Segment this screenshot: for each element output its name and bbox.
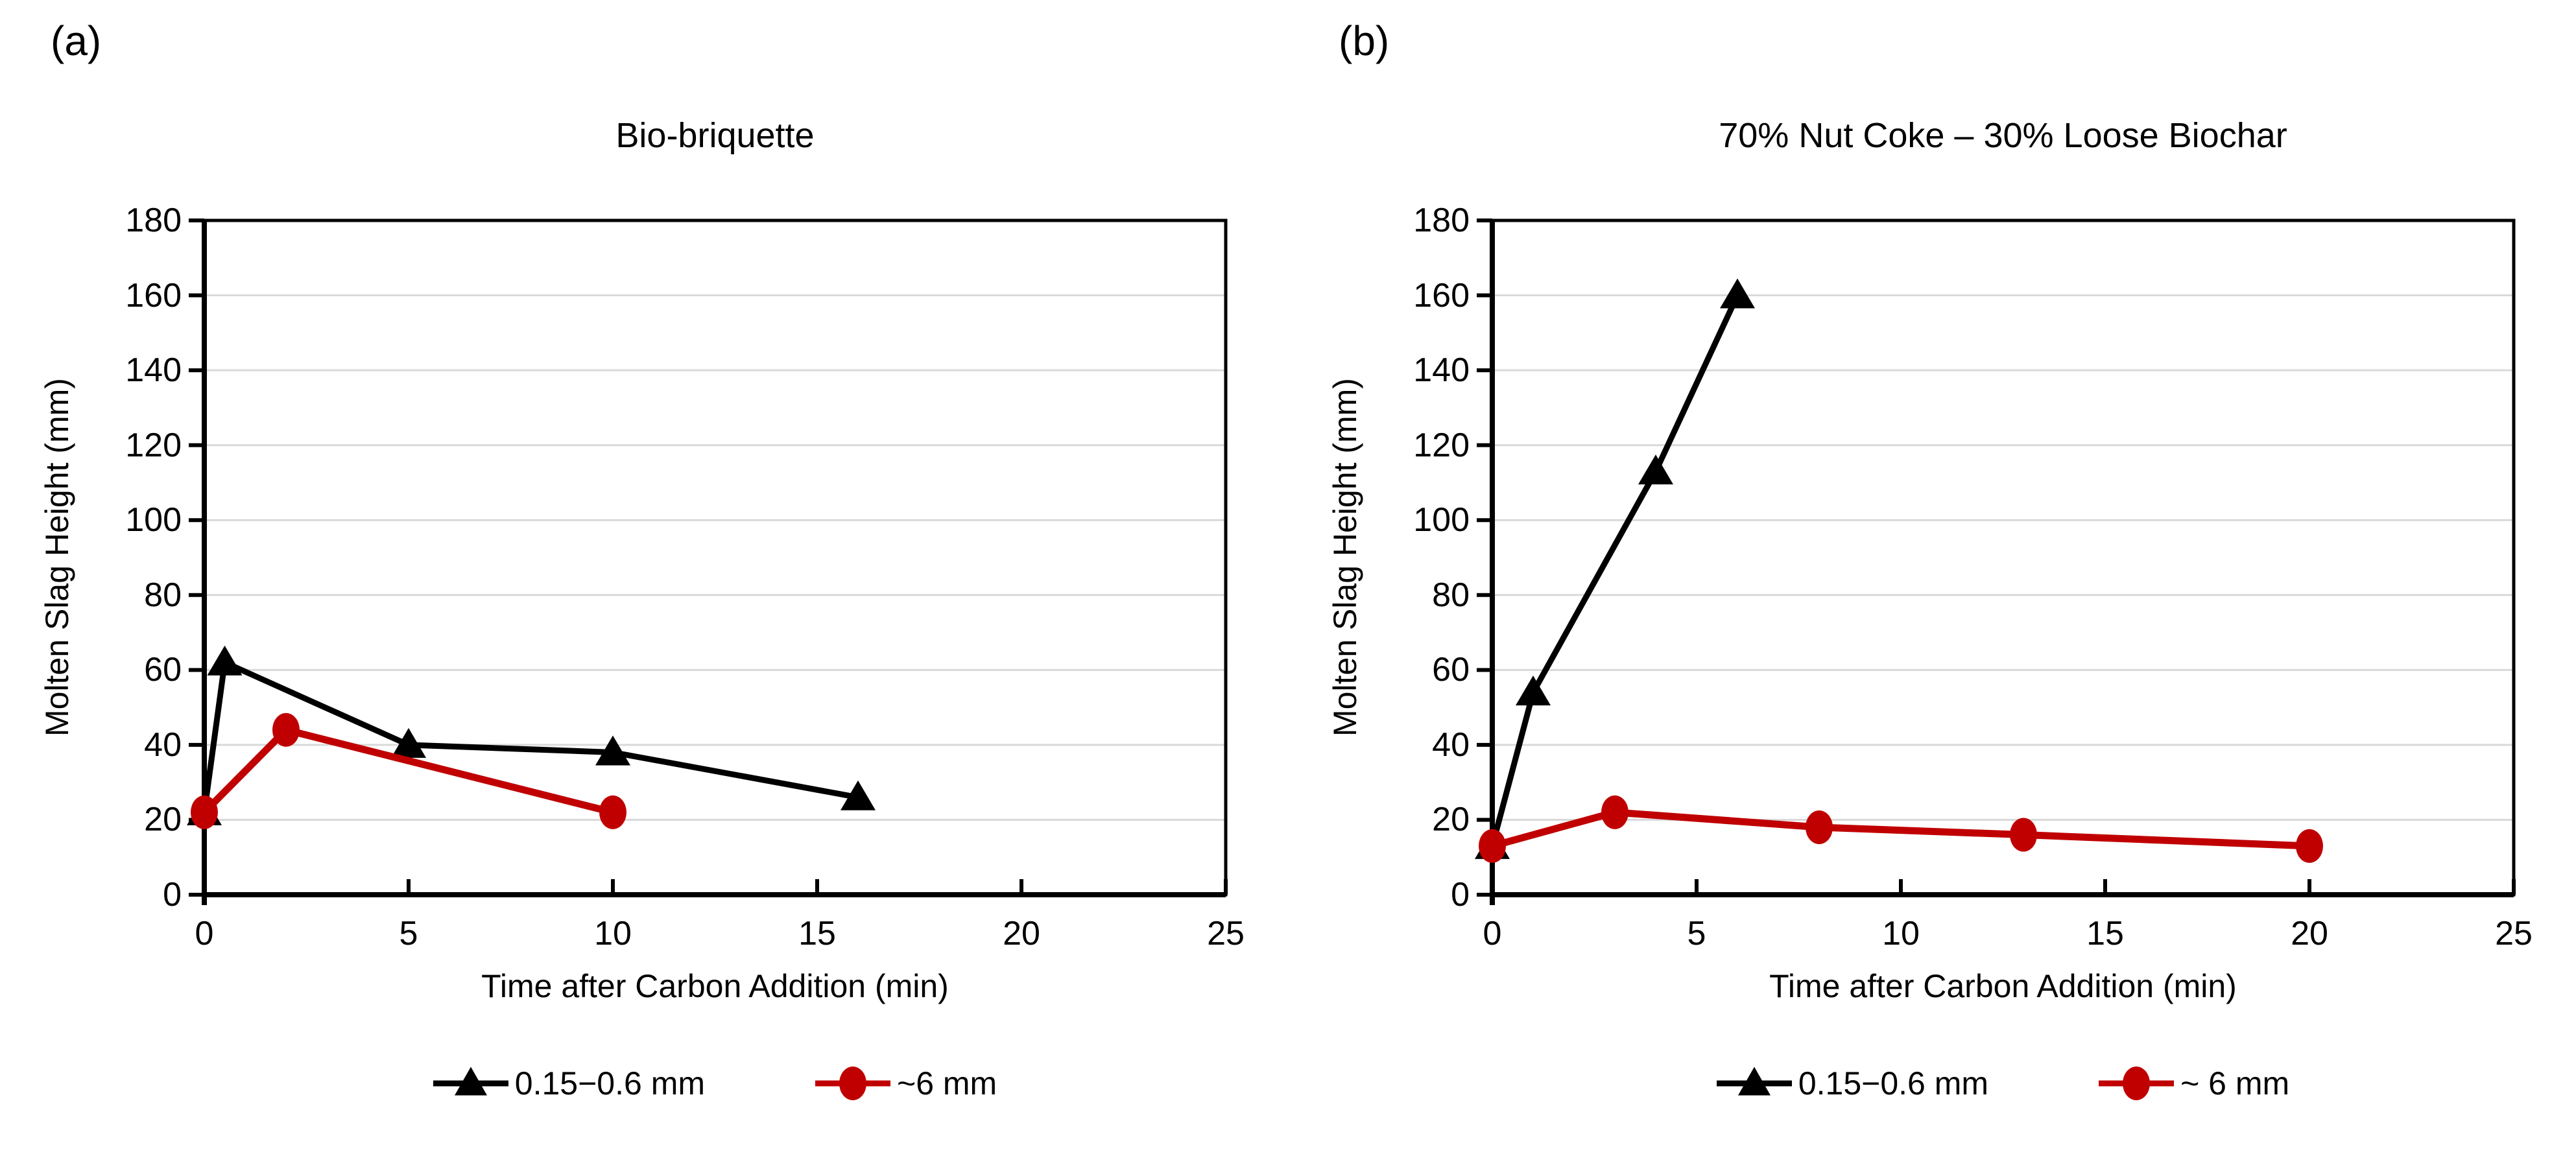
chart-title-b: 70% Nut Coke – 30% Loose Biochar	[1719, 116, 2287, 155]
x-axis-label-a: Time after Carbon Addition (min)	[481, 968, 949, 1004]
y-tick-label: 160	[125, 276, 182, 314]
data-point-marker	[1516, 676, 1551, 705]
data-point-marker	[207, 645, 243, 676]
plot-area-b: 0 20 40 60 80 100 120 140 160 180 0 5 10 15 20 25	[1288, 0, 2576, 1156]
y-tick-label: 40	[144, 725, 182, 764]
data-point-marker	[191, 795, 218, 829]
legend-marker-triangle-icon	[1716, 1065, 1792, 1102]
y-tick-label: 120	[1413, 426, 1470, 464]
legend-marker-circle-icon	[2099, 1065, 2175, 1102]
legend-label: ~ 6 mm	[2180, 1065, 2290, 1102]
y-tick-label: 180	[1413, 202, 1470, 239]
y-tick-label: 0	[163, 876, 182, 914]
data-point-marker	[595, 735, 630, 766]
legend-marker-triangle-icon	[433, 1065, 508, 1102]
legend-marker-circle-icon	[815, 1065, 890, 1102]
x-tick-label: 25	[1207, 915, 1245, 952]
series-line	[1489, 294, 1741, 847]
y-tick-label: 160	[1413, 276, 1470, 314]
y-tick-label: 80	[144, 576, 182, 614]
y-tick-label: 20	[144, 801, 182, 839]
legend-item-coarse: ~6 mm	[815, 1065, 997, 1102]
chart-panel-b: (b) 70% Nut Coke – 30% Loose Biochar Mol…	[1288, 0, 2576, 1156]
x-tick-label: 15	[798, 915, 836, 952]
y-tick-label: 60	[1432, 651, 1470, 689]
x-tick-label: 0	[1483, 915, 1502, 952]
x-tick-label: 15	[2086, 915, 2124, 952]
y-tick-label: 60	[144, 651, 182, 689]
x-tick-label: 10	[594, 915, 632, 952]
chart-panel-a: (a) Bio-briquette Molten Slag Height (mm…	[39, 18, 1245, 1102]
panel-label-a: (a)	[51, 18, 102, 64]
legend-item-fine: 0.15−0.6 mm	[433, 1065, 705, 1102]
plot-area-a: 0 20 40 60 80 100 120 140 160 180 0 5 10 15 20 25	[125, 202, 1245, 952]
y-tick-label: 140	[1413, 351, 1470, 390]
data-point-marker	[272, 713, 300, 747]
data-point-marker	[1479, 829, 1506, 863]
chart-title-a: Bio-briquette	[615, 116, 815, 155]
y-tick-label: 120	[125, 426, 182, 464]
y-tick-label: 40	[1432, 725, 1470, 764]
x-tick-label: 25	[2495, 915, 2533, 952]
data-point-marker	[2296, 829, 2323, 863]
data-point-marker	[841, 780, 876, 810]
x-tick-label: 5	[399, 915, 418, 952]
legend-label: ~6 mm	[897, 1065, 997, 1102]
y-tick-label: 100	[1413, 501, 1470, 539]
plot-svg	[1475, 218, 2516, 905]
legend-b: 0.15−0.6 mm ~ 6 mm	[1492, 1065, 2514, 1102]
legend-a: 0.15−0.6 mm ~6 mm	[204, 1065, 1226, 1102]
y-tick-label: 80	[1432, 576, 1470, 614]
plot-svg	[187, 218, 1228, 905]
x-tick-label: 10	[1882, 915, 1920, 952]
x-tick-label: 0	[195, 915, 214, 952]
x-tick-label: 5	[1687, 915, 1706, 952]
data-point-marker	[599, 795, 626, 829]
y-tick-label: 20	[1432, 801, 1470, 839]
y-tick-label: 100	[125, 501, 182, 539]
data-point-marker	[1638, 454, 1673, 485]
data-point-marker	[1806, 810, 1833, 844]
y-tick-label: 0	[1451, 876, 1470, 914]
x-axis-label-b: Time after Carbon Addition (min)	[1769, 968, 2237, 1004]
legend-item-coarse: ~ 6 mm	[2099, 1065, 2289, 1102]
plot-border	[202, 218, 1228, 897]
data-point-marker	[1720, 278, 1755, 309]
panel-label-b: (b)	[1339, 18, 1390, 64]
x-tick-label: 20	[2291, 915, 2328, 952]
data-point-marker	[2010, 818, 2037, 852]
legend-label: 0.15−0.6 mm	[1798, 1065, 1989, 1102]
data-point-marker	[1601, 795, 1628, 829]
legend-item-fine: 0.15−0.6 mm	[1716, 1065, 1989, 1102]
x-tick-label: 20	[1003, 915, 1040, 952]
y-tick-label: 140	[125, 351, 182, 390]
plot-border	[1490, 218, 2516, 897]
data-point-marker	[391, 727, 426, 758]
legend-label: 0.15−0.6 mm	[514, 1065, 705, 1102]
y-tick-label: 180	[125, 202, 182, 239]
